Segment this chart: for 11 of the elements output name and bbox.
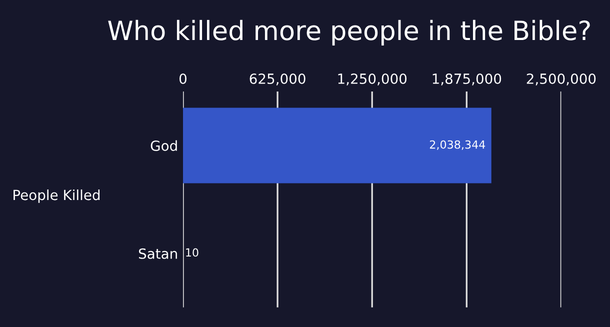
x-tick-label: 0 (179, 74, 186, 84)
chart-title: Who killed more people in the Bible? (108, 20, 590, 46)
data-label: 10 (186, 248, 198, 257)
y-tick-label: Satan (138, 248, 177, 259)
y-axis-title: People Killed (14, 189, 100, 203)
data-label: 2,038,344 (430, 140, 486, 150)
x-tick-label: 1,250,000 (338, 74, 407, 86)
x-tick-label: 1,875,000 (432, 74, 502, 86)
y-tick-label: God (150, 140, 177, 151)
x-tick-label: 625,000 (250, 74, 306, 86)
x-tick-label: 2,500,000 (526, 74, 596, 86)
